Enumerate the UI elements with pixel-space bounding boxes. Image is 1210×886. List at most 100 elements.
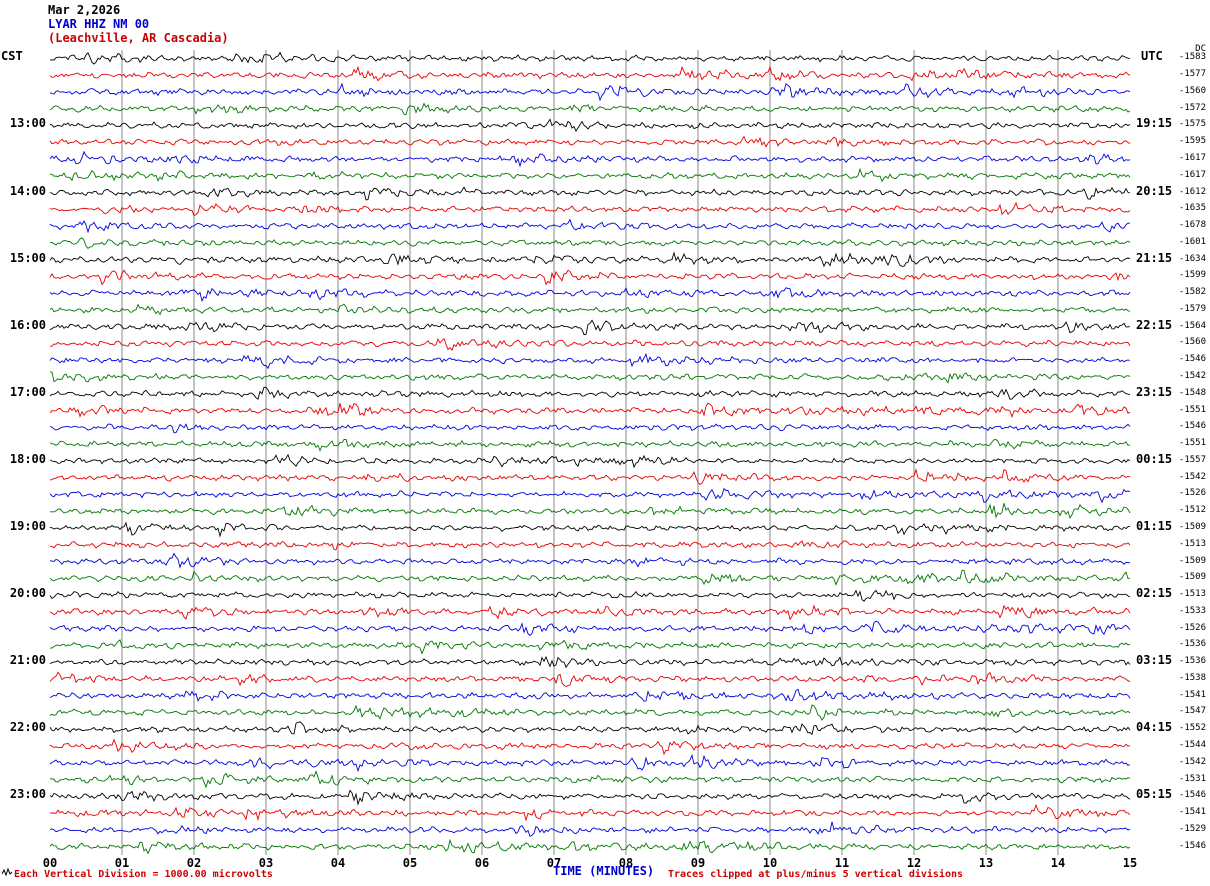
x-tick-label: 03 [258, 856, 274, 870]
logo-squiggle-icon [2, 867, 13, 877]
dc-value: -1544 [1178, 739, 1206, 750]
dc-value: -1509 [1178, 555, 1206, 566]
seismo-trace [49, 721, 1131, 736]
dc-value: -1575 [1178, 119, 1206, 130]
dc-value: -1579 [1178, 303, 1206, 314]
dc-value: -1551 [1178, 404, 1206, 415]
dc-value: -1542 [1178, 756, 1206, 767]
dc-value: -1547 [1178, 706, 1206, 717]
seismo-trace [49, 423, 1131, 434]
dc-value: -1546 [1178, 354, 1206, 365]
cst-hour-label: 17:00 [9, 384, 46, 399]
cst-hour-label: 20:00 [9, 586, 46, 601]
x-tick-label: 01 [114, 856, 130, 870]
seismo-trace [49, 82, 1131, 102]
cst-hour-label: 14:00 [9, 183, 46, 198]
seismo-trace [49, 620, 1131, 637]
seismo-trace [49, 803, 1131, 822]
dc-value: -1538 [1178, 672, 1206, 683]
dc-column-header: DC [1195, 44, 1206, 54]
dc-value: -1552 [1178, 723, 1206, 734]
utc-hour-label: 22:15 [1136, 317, 1173, 332]
dc-value: -1509 [1178, 521, 1206, 532]
seismo-trace [50, 337, 1131, 351]
dc-value: -1526 [1178, 488, 1206, 499]
cst-hour-label: 16:00 [9, 317, 46, 332]
cst-hour-label: 19:00 [9, 518, 46, 533]
seismo-trace [49, 569, 1131, 586]
cst-hour-label: 21:00 [9, 653, 46, 668]
seismo-trace [49, 386, 1131, 400]
utc-hour-label: 05:15 [1136, 787, 1173, 802]
dc-value: -1526 [1178, 622, 1206, 633]
cst-hour-label: 23:00 [9, 787, 46, 802]
dc-value: -1635 [1178, 203, 1206, 214]
utc-hour-label: 23:15 [1136, 384, 1173, 399]
header-station: LYAR HHZ NM 00 [48, 17, 150, 31]
seismo-trace [49, 135, 1131, 148]
plot-header: Mar 2,2026 LYAR HHZ NM 00 (Leachville, A… [48, 3, 229, 45]
seismo-trace [49, 319, 1131, 336]
seismo-trace [49, 552, 1130, 569]
seismo-trace [49, 65, 1131, 82]
seismo-trace [49, 688, 1131, 702]
dc-value: -1678 [1178, 220, 1206, 231]
x-tick-label: 00 [42, 856, 58, 870]
header-location: (Leachville, AR Cascadia) [48, 31, 229, 45]
seismo-trace [49, 218, 1131, 234]
seismo-trace [49, 102, 1131, 115]
seismo-trace [49, 167, 1131, 183]
seismo-trace [49, 371, 1131, 384]
seismo-trace [49, 770, 1131, 789]
seismo-trace [49, 589, 1131, 602]
dc-value: -1617 [1178, 169, 1206, 180]
dc-value: -1595 [1178, 136, 1206, 147]
seismo-trace [49, 201, 1131, 217]
dc-value: -1560 [1178, 337, 1206, 348]
seismo-trace [49, 237, 1131, 250]
dc-value: -1512 [1178, 505, 1206, 516]
seismo-trace [49, 118, 1131, 132]
x-tick-label: 06 [474, 856, 490, 870]
x-tick-label: 04 [330, 856, 346, 870]
utc-hour-label: 01:15 [1136, 518, 1173, 533]
dc-value: -1513 [1178, 538, 1206, 549]
seismo-trace [49, 287, 1131, 303]
utc-hour-label: 19:15 [1136, 116, 1173, 131]
seismo-trace [49, 439, 1131, 452]
cst-hour-label: 18:00 [9, 451, 46, 466]
dc-value: -1634 [1178, 253, 1206, 264]
seismo-trace [49, 521, 1131, 538]
seismo-trace [49, 150, 1131, 168]
x-tick-label: 10 [762, 856, 778, 870]
seismo-trace [49, 671, 1131, 688]
dc-value: -1536 [1178, 639, 1206, 650]
right-timezone-label: UTC [1141, 49, 1163, 63]
utc-hour-label: 00:15 [1136, 451, 1173, 466]
dc-value: -1557 [1178, 454, 1206, 465]
dc-value: -1582 [1178, 287, 1206, 298]
seismo-trace [49, 655, 1131, 669]
dc-value: -1541 [1178, 807, 1206, 818]
cst-hour-label: 15:00 [9, 250, 46, 265]
seismo-trace [49, 453, 1131, 469]
dc-value: -1612 [1178, 186, 1206, 197]
seismo-trace [49, 753, 1131, 773]
seismo-trace [49, 251, 1131, 268]
seismo-trace [49, 738, 1131, 756]
dc-value: -1560 [1178, 85, 1206, 96]
x-tick-label: 13 [978, 856, 994, 870]
cst-hour-label: 22:00 [9, 720, 46, 735]
dc-value: -1551 [1178, 438, 1206, 449]
dc-value: -1542 [1178, 471, 1206, 482]
dc-value: -1541 [1178, 689, 1206, 700]
dc-value: -1583 [1178, 52, 1206, 63]
dc-value: -1548 [1178, 387, 1206, 398]
dc-value: -1546 [1178, 421, 1206, 432]
utc-hour-label: 20:15 [1136, 183, 1173, 198]
utc-hour-label: 03:15 [1136, 653, 1173, 668]
dc-value: -1546 [1178, 790, 1206, 801]
seismo-trace [49, 51, 1131, 65]
utc-hour-label: 04:15 [1136, 720, 1173, 735]
